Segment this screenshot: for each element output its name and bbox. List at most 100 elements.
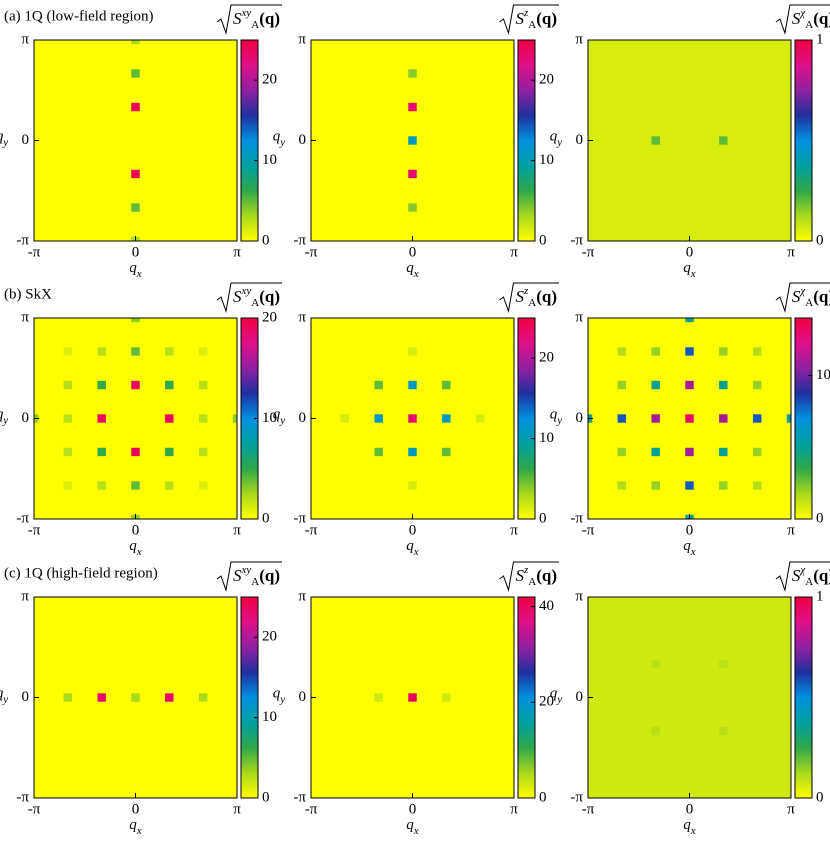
x-tick-label: π: [233, 244, 241, 260]
x-tick-label: -π: [582, 244, 595, 260]
y-tick-label: 0: [576, 132, 584, 148]
heatmap-cell: [408, 69, 417, 78]
y-axis-label: qy: [0, 686, 8, 705]
background-cell: [588, 597, 791, 798]
colorbar-tick-label: 0: [262, 232, 270, 248]
symbol: S: [515, 9, 524, 28]
heatmap-cell: [63, 347, 73, 356]
x-tick-label: -π: [582, 522, 595, 538]
symbol: q: [406, 538, 414, 554]
x-tick-label: 0: [686, 522, 694, 538]
subscript: y: [556, 414, 562, 426]
heatmap-cell: [63, 447, 73, 457]
heatmap-panel: -π0π-π0πqxqy01020SxyA(q)(b) SkX: [0, 282, 282, 558]
heatmap-cell: [232, 414, 237, 423]
heatmap-cell: [63, 481, 73, 490]
subscript: x: [413, 268, 419, 280]
heatmap-cell: [752, 347, 762, 356]
plot-area: [311, 597, 514, 798]
x-axis-label: qx: [406, 538, 419, 557]
radical-sign: [775, 282, 830, 313]
radical-sign: [499, 561, 559, 592]
colorbar-tick-label: 40: [539, 598, 554, 614]
colorbar: [794, 39, 813, 242]
heatmap-cell: [408, 169, 417, 179]
heatmap-cell: [131, 347, 140, 356]
y-tick-label: -π: [293, 789, 306, 805]
symbol: S: [792, 566, 801, 585]
colorbar-tick-label: 20: [262, 72, 277, 88]
heatmap-cell: [685, 347, 694, 356]
heatmap-cell: [651, 380, 660, 390]
symbol: q: [129, 817, 137, 833]
subscript: y: [279, 414, 285, 426]
colorbar: [240, 39, 259, 242]
y-tick-label: -π: [16, 510, 29, 526]
heatmap-cell: [442, 414, 451, 423]
colorbar-tick-label: 10: [539, 430, 554, 446]
subscript: y: [2, 414, 8, 426]
colorbar-label: SxyA(q): [233, 7, 280, 31]
x-axis-label: qx: [406, 260, 419, 279]
symbol: S: [233, 287, 242, 306]
subscript: x: [413, 825, 419, 837]
y-tick-label: 0: [22, 410, 30, 426]
symbol: q: [683, 538, 691, 554]
argument: (q): [259, 287, 280, 306]
y-tick-label: 0: [299, 132, 307, 148]
superscript: χ: [799, 564, 806, 576]
symbol: q: [129, 260, 137, 276]
plot-area: [34, 597, 237, 798]
subscript: y: [2, 136, 8, 148]
heatmap-cell: [408, 102, 417, 112]
plot-area: [34, 40, 237, 241]
symbol: S: [515, 566, 524, 585]
superscript: xy: [241, 7, 252, 19]
colorbar-tick-label: 20: [262, 629, 277, 645]
heatmap-cell: [752, 447, 762, 457]
colorbar-tick-label: 0: [816, 510, 824, 526]
y-axis-label: qy: [550, 407, 563, 426]
x-axis-label: qx: [683, 538, 696, 557]
heatmap-cell: [651, 136, 660, 145]
subscript: x: [136, 546, 142, 558]
plot-area: [588, 318, 791, 519]
heatmap-cell: [651, 414, 660, 423]
y-axis-label: qy: [273, 686, 286, 705]
symbol: q: [0, 129, 4, 145]
colorbar-tick-label: 0: [539, 789, 547, 805]
radical-sign: [775, 4, 830, 35]
subscript: x: [413, 546, 419, 558]
colorbar: [794, 596, 813, 799]
subscript: y: [279, 136, 285, 148]
symbol: q: [406, 260, 414, 276]
x-tick-label: π: [787, 801, 795, 817]
colorbar-tick-label: 10: [816, 367, 830, 383]
x-tick-label: 0: [132, 244, 140, 260]
y-tick-label: π: [21, 309, 29, 325]
x-tick-label: π: [233, 522, 241, 538]
heatmap-cell: [97, 481, 106, 490]
heatmap-cell: [165, 380, 174, 390]
heatmap-cell: [719, 481, 728, 490]
x-tick-label: -π: [305, 801, 318, 817]
y-tick-label: π: [21, 31, 29, 47]
heatmap-cell: [63, 414, 73, 423]
heatmap-cell: [165, 447, 174, 457]
y-tick-label: 0: [299, 689, 307, 705]
heatmap-cell: [442, 380, 451, 390]
heatmap-cell: [198, 481, 208, 490]
colorbar: [517, 39, 536, 242]
heatmap-cell: [719, 659, 728, 669]
heatmap-cell: [651, 347, 660, 356]
superscript: xy: [241, 564, 252, 576]
heatmap-cell: [752, 414, 762, 423]
subscript: A: [805, 576, 813, 588]
subscript: A: [528, 576, 536, 588]
heatmap-cell: [198, 414, 208, 423]
argument: (q): [813, 9, 830, 28]
panel-title: (b) SkX: [4, 286, 52, 302]
subscript: y: [556, 136, 562, 148]
